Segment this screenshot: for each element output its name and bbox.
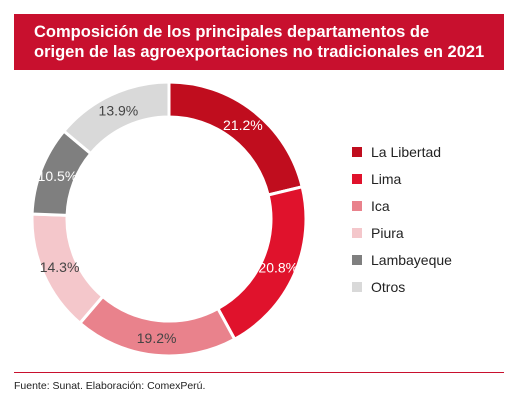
legend-swatch: [352, 173, 362, 184]
slice-label-lima: 20.8%: [258, 259, 298, 275]
slice-label-ica: 19.2%: [137, 330, 177, 346]
footer-divider: [14, 372, 504, 373]
legend-swatch: [352, 254, 362, 265]
legend-item-lima: Lima: [352, 165, 452, 192]
legend-label: Ica: [371, 197, 390, 214]
legend-swatch: [352, 281, 362, 292]
slice-label-lambayeque: 10.5%: [38, 168, 78, 184]
source-note: Fuente: Sunat. Elaboración: ComexPerú.: [14, 380, 206, 392]
slice-label-otros: 13.9%: [99, 103, 139, 119]
slice-label-piura: 14.3%: [40, 259, 80, 275]
legend-label: Lambayeque: [371, 251, 452, 268]
legend-item-lambayeque: Lambayeque: [352, 246, 452, 273]
chart-title-line-1: Composición de los principales departame…: [34, 23, 430, 41]
legend-swatch: [352, 200, 362, 211]
slice-otros: [61, 80, 171, 156]
slice-la-libertad: [167, 80, 304, 197]
legend-swatch: [352, 227, 362, 238]
slice-label-la-libertad: 21.2%: [223, 117, 263, 133]
legend-item-piura: Piura: [352, 219, 452, 246]
slice-ica: [77, 294, 237, 358]
legend-label: Piura: [371, 224, 404, 241]
chart-title: Composición de los principales departame…: [14, 14, 504, 70]
legend: La Libertad Lima Ica Piura Lambayeque Otros: [352, 138, 452, 300]
chart-title-line-2: origen de las agroexportaciones no tradi…: [34, 43, 485, 61]
legend-label: La Libertad: [371, 143, 442, 160]
legend-label: Lima: [371, 170, 402, 187]
legend-item-ica: Ica: [352, 192, 452, 219]
legend-label: Otros: [371, 278, 406, 295]
legend-swatch: [352, 146, 362, 157]
legend-item-la-libertad: La Libertad: [352, 138, 452, 165]
legend-item-otros: Otros: [352, 273, 452, 300]
